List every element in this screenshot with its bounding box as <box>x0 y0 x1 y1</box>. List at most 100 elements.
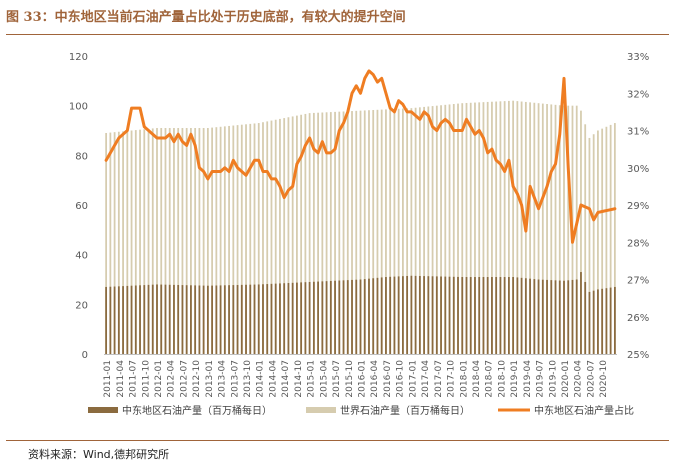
world-bar <box>105 132 108 354</box>
world-bar <box>444 104 447 354</box>
middle-east-bar <box>164 284 167 354</box>
world-bar <box>109 132 112 354</box>
world-bar <box>151 128 154 354</box>
middle-east-bar <box>147 284 150 354</box>
middle-east-bar <box>177 284 180 354</box>
middle-east-bar <box>236 284 239 354</box>
world-bar <box>563 105 565 355</box>
middle-east-bar <box>308 281 311 354</box>
middle-east-bar <box>512 277 515 354</box>
world-bar <box>245 124 247 355</box>
middle-east-bar <box>529 278 531 354</box>
legend-label-share: 中东地区石油产量占比 <box>534 404 634 417</box>
world-bar <box>257 123 260 354</box>
world-bar <box>321 112 324 354</box>
world-bar <box>482 102 485 354</box>
y-right-tick-label: 32% <box>627 89 649 100</box>
y-right-tick-label: 25% <box>627 350 649 361</box>
middle-east-bar <box>491 277 493 354</box>
middle-east-bar <box>296 282 298 354</box>
world-bar <box>113 132 116 354</box>
middle-east-bar <box>554 280 557 354</box>
middle-east-bar <box>334 280 336 354</box>
world-bar <box>516 101 519 354</box>
middle-east-bar <box>249 284 252 354</box>
world-bar <box>558 105 561 354</box>
world-bar <box>533 102 536 355</box>
world-bar <box>414 107 417 354</box>
world-bar <box>262 122 264 354</box>
middle-east-bar <box>139 285 141 354</box>
world-bar <box>359 110 362 354</box>
world-bar <box>143 129 146 354</box>
middle-east-bar <box>597 289 599 354</box>
middle-east-bar <box>571 279 574 354</box>
middle-east-bar <box>168 284 171 354</box>
world-bar <box>164 128 167 354</box>
middle-east-bar <box>279 283 281 354</box>
world-bar <box>215 127 218 354</box>
middle-east-bar <box>312 281 315 354</box>
middle-east-bar <box>465 277 468 354</box>
middle-east-bar <box>524 278 527 354</box>
world-bar <box>478 102 481 354</box>
middle-east-bar <box>584 281 587 354</box>
x-tick-label: 2014-07 <box>281 360 291 398</box>
y-left-tick-label: 0 <box>82 350 88 361</box>
middle-east-bar <box>418 275 421 354</box>
middle-east-bar <box>156 284 158 354</box>
middle-east-bar <box>338 280 341 354</box>
middle-east-bar <box>181 285 184 354</box>
middle-east-bar <box>194 285 197 354</box>
middle-east-bar <box>105 286 108 354</box>
middle-east-bar <box>507 277 510 354</box>
world-bar <box>469 102 472 355</box>
world-bar <box>389 109 392 354</box>
middle-east-bar <box>537 279 540 354</box>
y-right-tick-label: 31% <box>627 127 649 138</box>
world-bar <box>491 101 493 354</box>
middle-east-bar <box>300 282 303 354</box>
world-bar <box>372 110 375 354</box>
world-bar <box>160 128 163 354</box>
middle-east-bar <box>253 284 256 354</box>
figure-title: 图 33：中东地区当前石油产量占比处于历史底部，有较大的提升空间 <box>6 10 406 25</box>
middle-east-bar <box>402 276 404 354</box>
middle-east-bar <box>266 284 269 354</box>
share-line <box>104 69 617 244</box>
world-bar <box>427 106 430 354</box>
middle-east-bar <box>563 280 565 354</box>
middle-east-bar <box>317 281 319 354</box>
legend-swatch-middle-east <box>88 407 118 413</box>
middle-east-bar <box>245 284 247 354</box>
middle-east-bar <box>376 277 379 354</box>
x-tick-label: 2013-10 <box>243 360 253 398</box>
x-tick-label: 2020-10 <box>599 360 609 398</box>
middle-east-bar <box>461 277 464 354</box>
middle-east-bar <box>423 276 425 354</box>
world-bar <box>431 106 434 354</box>
middle-east-bar <box>444 276 447 354</box>
world-bar <box>156 128 158 354</box>
middle-east-bar <box>215 285 218 354</box>
x-tick-label: 2018-01 <box>459 360 469 398</box>
world-bar <box>613 123 616 354</box>
middle-east-bar <box>346 280 349 354</box>
middle-east-bar <box>151 284 154 354</box>
world-bar <box>537 103 540 354</box>
source-note: 资料来源：Wind,德邦研究所 <box>28 448 170 461</box>
middle-east-bar <box>575 279 578 354</box>
middle-east-bar <box>240 284 243 354</box>
y-right-tick-label: 27% <box>627 276 649 287</box>
middle-east-bar <box>385 277 387 354</box>
legend-label-middle-east: 中东地区石油产量（百万桶每日） <box>122 404 272 417</box>
middle-east-bar <box>198 285 201 354</box>
world-bar <box>418 107 421 354</box>
middle-east-bar <box>567 280 570 354</box>
middle-east-bar <box>410 275 413 354</box>
world-bar <box>236 125 239 354</box>
middle-east-bar <box>592 290 595 354</box>
world-bar <box>198 128 201 354</box>
x-tick-label: 2013-04 <box>218 360 228 398</box>
x-tick-label: 2014-04 <box>268 360 278 398</box>
